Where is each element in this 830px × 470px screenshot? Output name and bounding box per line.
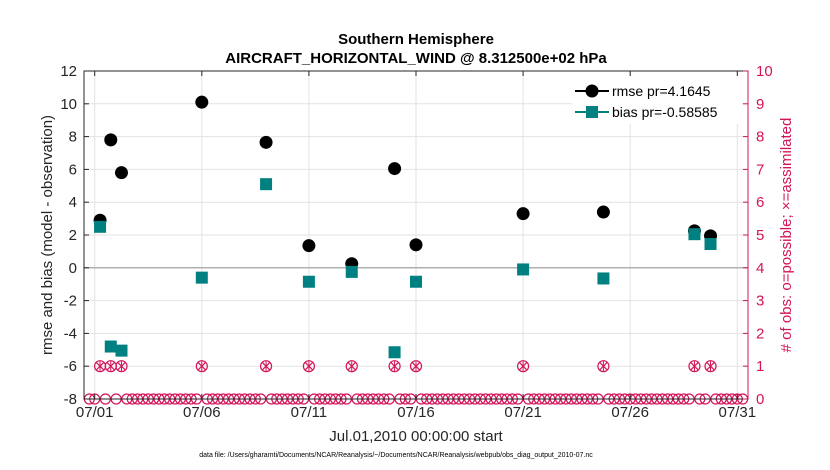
legend-rmse-marker: [585, 84, 599, 98]
y-right-tick-label: 1: [756, 358, 764, 375]
rmse-point: [388, 162, 402, 176]
y-tick-label: -6: [64, 358, 77, 375]
x-tick-label: 07/16: [397, 404, 435, 421]
rmse-point: [114, 166, 128, 180]
bias-point: [388, 346, 401, 359]
x-tick-label: 07/26: [611, 404, 649, 421]
bias-point: [115, 344, 128, 357]
rmse-point: [195, 95, 209, 109]
y-tick-label: -8: [64, 391, 77, 408]
obs-count-marker: [409, 360, 423, 373]
bias-point: [260, 178, 273, 191]
rmse-point: [104, 133, 118, 147]
y-right-tick-label: 2: [756, 325, 764, 342]
obs-count-marker: [516, 360, 530, 373]
y-axis-left-label: rmse and bias (model - observation): [39, 115, 56, 355]
y-axis-left-ticks: -8 -6 -4 -2 0 2 4 6 8 10 12: [60, 63, 89, 408]
obs-count-marker: [688, 360, 701, 373]
obs-possible-circle: [704, 360, 717, 373]
obs-possible-circle: [195, 360, 208, 373]
y-tick-label: -2: [64, 293, 77, 310]
y-tick-label: 10: [60, 96, 77, 113]
obs-possible-circle: [115, 360, 128, 373]
bias-point: [517, 263, 530, 276]
x-tick-label: 07/06: [183, 404, 221, 421]
bias-point: [302, 275, 315, 288]
y-right-tick-label: 5: [756, 227, 764, 244]
y-right-tick-label: 10: [756, 63, 773, 80]
legend-rmse-label: rmse pr=4.1645: [612, 83, 711, 99]
bias-point: [104, 340, 117, 353]
bias-point: [94, 220, 107, 233]
chart-title: Southern Hemisphere: [338, 31, 494, 48]
legend-bias-label: bias pr=-0.58585: [612, 104, 718, 120]
legend: rmse pr=4.1645 bias pr=-0.58585: [572, 76, 742, 124]
footnote: data file: /Users/gharamti/Documents/NCA…: [199, 452, 593, 459]
bias-point: [410, 275, 422, 288]
y-axis-right-ticks: 0 1 2 3 4 5 6 7 8 9 10: [743, 63, 773, 408]
y-tick-label: 6: [69, 161, 77, 178]
y-tick-label: 12: [60, 63, 77, 80]
rmse-point: [259, 135, 273, 149]
obs-count-marker: [597, 360, 610, 373]
obs-possible-circle: [345, 360, 358, 373]
y-axis-right-label: # of obs: o=possible; ×=assimilated: [778, 118, 795, 353]
legend-box: [572, 76, 742, 124]
bias-point: [597, 272, 610, 285]
obs-possible-circle: [409, 360, 423, 373]
y-tick-label: 2: [69, 227, 77, 244]
legend-bias-marker: [586, 106, 598, 118]
obs-count-marker: [388, 360, 401, 373]
x-tick-label: 07/11: [291, 404, 327, 421]
bias-point: [688, 228, 701, 241]
x-axis-label: Jul.01,2010 00:00:00 start: [329, 428, 503, 445]
y-tick-label: 4: [69, 194, 77, 211]
obs-possible-circle: [597, 360, 610, 373]
x-tick-label: 07/21: [504, 404, 542, 421]
rmse-point: [596, 205, 610, 219]
y-tick-label: 8: [69, 129, 77, 146]
y-right-tick-label: 4: [756, 260, 764, 277]
obs-possible-circle: [388, 360, 401, 373]
obs-count-marker: [195, 360, 208, 373]
bias-point: [195, 271, 208, 284]
rmse-point: [516, 207, 530, 221]
y-right-tick-label: 9: [756, 96, 764, 113]
obs-count-marker: [704, 360, 717, 373]
rmse-point: [302, 239, 316, 253]
obs-possible-circle: [259, 360, 273, 373]
y-right-tick-label: 8: [756, 129, 764, 146]
rmse-point: [409, 238, 423, 252]
x-tick-label: 07/01: [76, 404, 114, 421]
obs-count-marker: [259, 360, 273, 373]
y-right-tick-label: 7: [756, 161, 764, 178]
obs-possible-circle: [688, 360, 701, 373]
y-tick-label: -4: [64, 325, 77, 342]
obs-possible-circle: [516, 360, 530, 373]
y-right-tick-label: 0: [756, 391, 764, 408]
y-right-tick-label: 3: [756, 293, 764, 310]
bias-point: [704, 238, 717, 251]
obs-count-marker: [345, 360, 358, 373]
obs-count-marker: [115, 360, 128, 373]
obs-count-marker: [302, 360, 316, 373]
x-axis-ticks: 07/01 07/06 07/11 07/16 07/21 07/26 07/31: [76, 71, 756, 421]
y-right-tick-label: 6: [756, 194, 764, 211]
x-tick-label: 07/31: [719, 404, 757, 421]
chart-subtitle: AIRCRAFT_HORIZONTAL_WIND @ 8.312500e+02 …: [225, 50, 607, 67]
y-tick-label: 0: [69, 260, 77, 277]
obs-possible-circle: [302, 360, 316, 373]
bias-point: [345, 265, 358, 278]
data-layer: [93, 95, 718, 359]
